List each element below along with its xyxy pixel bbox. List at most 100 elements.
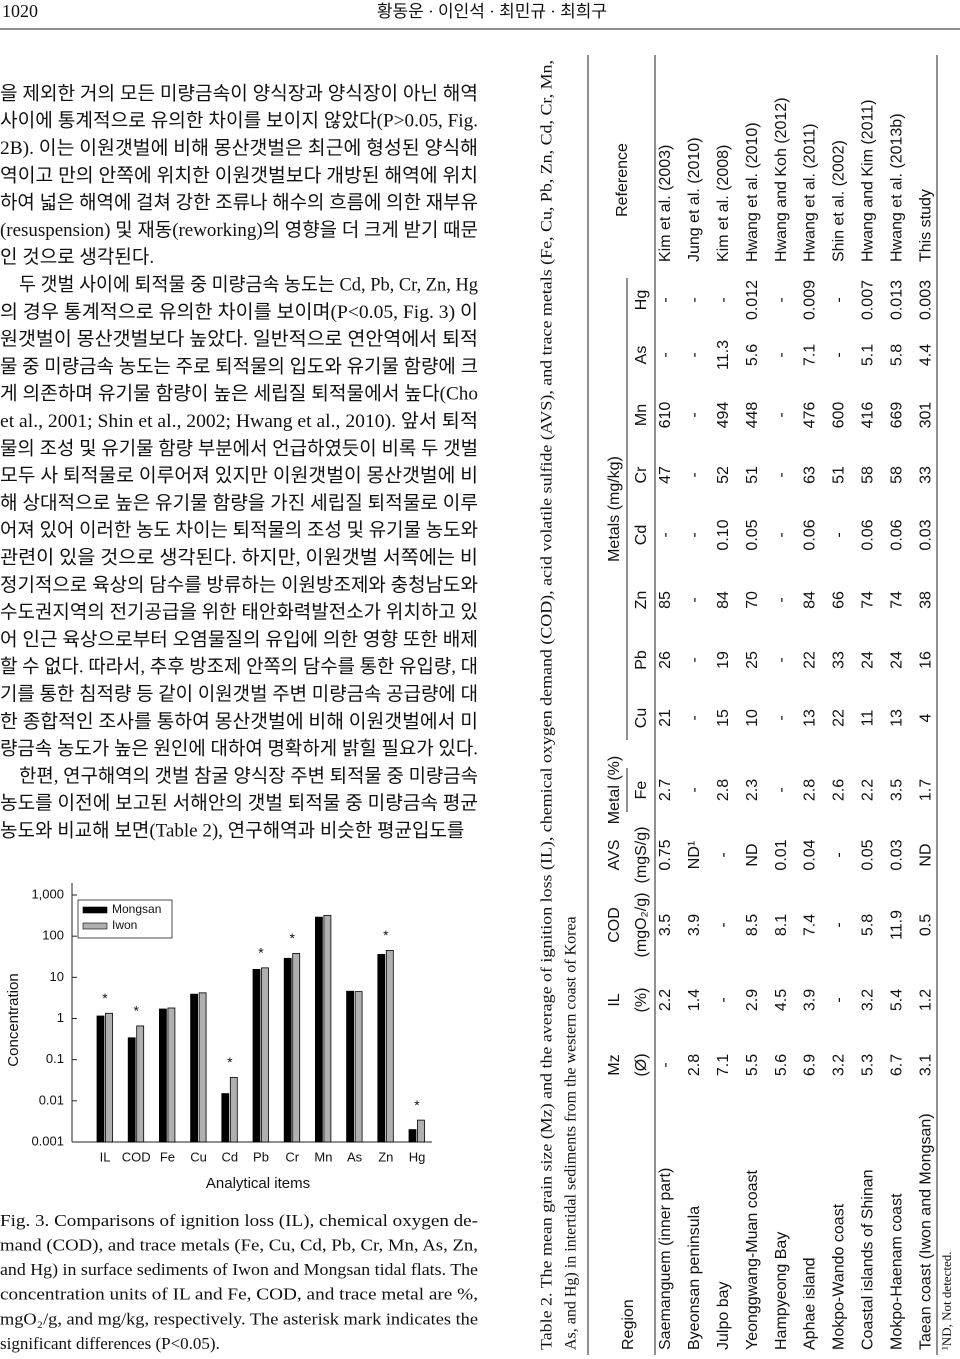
table-region: Yeonggwang-Muan coast (744, 1169, 761, 1350)
table-cell: 6.9 (802, 1054, 819, 1076)
table-cell: ND (917, 843, 934, 866)
y-tick-label: 0.1 (46, 1051, 64, 1066)
x-tick-label: Hg (409, 1149, 426, 1164)
table-cell: 16 (917, 651, 934, 669)
table-cell: 33 (917, 466, 934, 484)
table-header: Cr (633, 466, 650, 484)
table-cell: 3.9 (686, 914, 703, 936)
table-region: Aphae island (802, 1257, 819, 1350)
table-cell: 4 (917, 713, 934, 722)
table-header: Region (620, 1299, 637, 1350)
table-cell: 84 (802, 591, 819, 609)
bar (221, 1093, 230, 1143)
significance-mark: * (414, 1097, 420, 1113)
significance-mark: * (102, 990, 108, 1006)
table-header: Cu (633, 708, 650, 728)
body-line: 두 갯벌 사이에 퇴적물 중 미량금속 농도는 Cd, Pb, Cr, Zn, … (19, 273, 478, 295)
table-cell: 8.5 (744, 914, 761, 936)
table-header: As (633, 346, 650, 365)
body-line: 하여 넓은 해역에 걸쳐 강한 조류나 해수의 흐름에 의한 재부유 (0, 192, 478, 214)
x-tick-label: Zn (378, 1149, 393, 1164)
bar (385, 950, 394, 1143)
x-tick-label: Cd (221, 1149, 238, 1164)
figure-chart: 0.001 0.01 0.1 1 10 100 1,000 Concentration Anal… (5, 883, 432, 1192)
table-cell: 13 (802, 709, 819, 727)
body-line: et al., 2001; Shin et al., 2002; Hwang e… (0, 410, 478, 432)
table-cell: - (686, 597, 703, 602)
table-header: Reference (614, 143, 631, 217)
table-cell: ND (744, 843, 761, 866)
table-cell: 21 (657, 709, 674, 727)
table-cell: 7.4 (802, 914, 819, 936)
table-cell: 51 (744, 466, 761, 484)
bar (127, 1037, 136, 1143)
table-cell: - (773, 715, 790, 720)
table-header: Hg (633, 290, 650, 310)
table-cell: - (831, 852, 848, 857)
bar (190, 993, 199, 1143)
table-cell: - (831, 297, 848, 302)
bar (283, 957, 292, 1143)
table-header: Mz (606, 1054, 623, 1075)
body-line: (resuspension) 및 재동(reworking)의 영향을 더 크게… (0, 219, 478, 241)
table-cell: - (773, 787, 790, 792)
body-line: 게 의존하며 유기물 함량이 높은 세립질 퇴적물에서 높다(Cho (0, 383, 478, 405)
caption-line: mgO₂/g, and mg/kg, respectively. The ast… (0, 1309, 478, 1328)
table-region: Julpo bay (715, 1282, 732, 1351)
table-region: Coastal islands of Shinan (860, 1169, 877, 1350)
table-cell: 47 (657, 466, 674, 484)
table-cell: 3.2 (831, 1054, 848, 1076)
table-cell: 3.9 (802, 989, 819, 1011)
body-line: 물 중 미량금속 농도는 주로 퇴적물의 입도와 유기물 함량에 크 (0, 355, 478, 377)
table-cell: 6.7 (888, 1054, 905, 1076)
table-cell: 448 (744, 402, 761, 429)
body-line: 기를 통한 침적량 등 같이 이원갯벌 주변 미량금속 공급량에 대 (0, 683, 478, 705)
table-cell: 26 (657, 651, 674, 669)
figure-caption: Fig. 3. Comparisons of ignition loss (IL… (0, 1211, 478, 1353)
body-line: 2B). 이는 이원갯벌에 비해 몽산갯벌은 최근에 형성된 양식해 (0, 137, 478, 159)
table-cell: 0.5 (917, 914, 934, 936)
bar (408, 1129, 417, 1143)
caption-line: significant differences (P<0.05). (0, 1334, 220, 1353)
body-line: 농도와 비교해 보면(Table 2), 연구해역과 비슷한 평균입도를 (0, 819, 464, 841)
bar (96, 1015, 105, 1143)
table-cell: - (831, 922, 848, 927)
table-cell: - (831, 997, 848, 1002)
significance-mark: * (133, 1003, 139, 1019)
table-cell: 5.1 (860, 344, 877, 366)
body-line: 농도를 이전에 보고된 서해안의 갯벌 퇴적물 중 미량금속 평균 (0, 792, 478, 814)
table-cell: 5.8 (888, 344, 905, 366)
table-cell: 2.9 (744, 989, 761, 1011)
legend-label: Iwon (112, 918, 137, 932)
table-cell: - (657, 297, 674, 302)
bar (198, 992, 207, 1143)
page-number: 1020 (2, 1, 38, 21)
table-cell: - (831, 352, 848, 357)
bar (417, 1119, 425, 1143)
table-reference: Hwang and Kim (2011) (860, 100, 877, 262)
table-cell: 416 (860, 402, 877, 429)
table-cell: 58 (860, 466, 877, 484)
table-cell: 669 (888, 402, 905, 429)
table-caption-line: As, and Hg) in intertidal sediments from… (563, 916, 580, 1350)
significance-mark: * (289, 930, 295, 946)
table-cell: - (773, 297, 790, 302)
table-cell: 11.3 (715, 340, 732, 370)
x-axis-title: Analytical items (206, 1175, 310, 1192)
body-line: 의 경우 통계적으로 유의한 차이를 보이며(P<0.05, Fig. 3) 이 (0, 301, 478, 323)
table-cell: - (657, 352, 674, 357)
table-cell: 5.6 (744, 344, 761, 366)
body-line: 한편, 연구해역의 갯벌 참굴 양식장 주변 퇴적물 중 미량금속 (19, 765, 478, 787)
bar (158, 1008, 167, 1143)
bar (136, 1025, 145, 1143)
body-line: 해 상대적으로 높은 유기물 함량을 가진 세립질 퇴적물로 이루 (0, 492, 478, 514)
table-reference: Shin et al. (2002) (831, 140, 848, 262)
table-cell: - (773, 597, 790, 602)
table-cell: - (657, 532, 674, 537)
table-cell: - (773, 472, 790, 477)
body-line: 모두 사 퇴적물로 이루어져 있지만 이원갯벌이 몽산갯벌에 비 (0, 465, 478, 487)
bar (261, 967, 269, 1143)
body-line: 관련이 있을 것으로 생각된다. 하지만, 이원갯벌 서쪽에는 비 (0, 546, 478, 568)
